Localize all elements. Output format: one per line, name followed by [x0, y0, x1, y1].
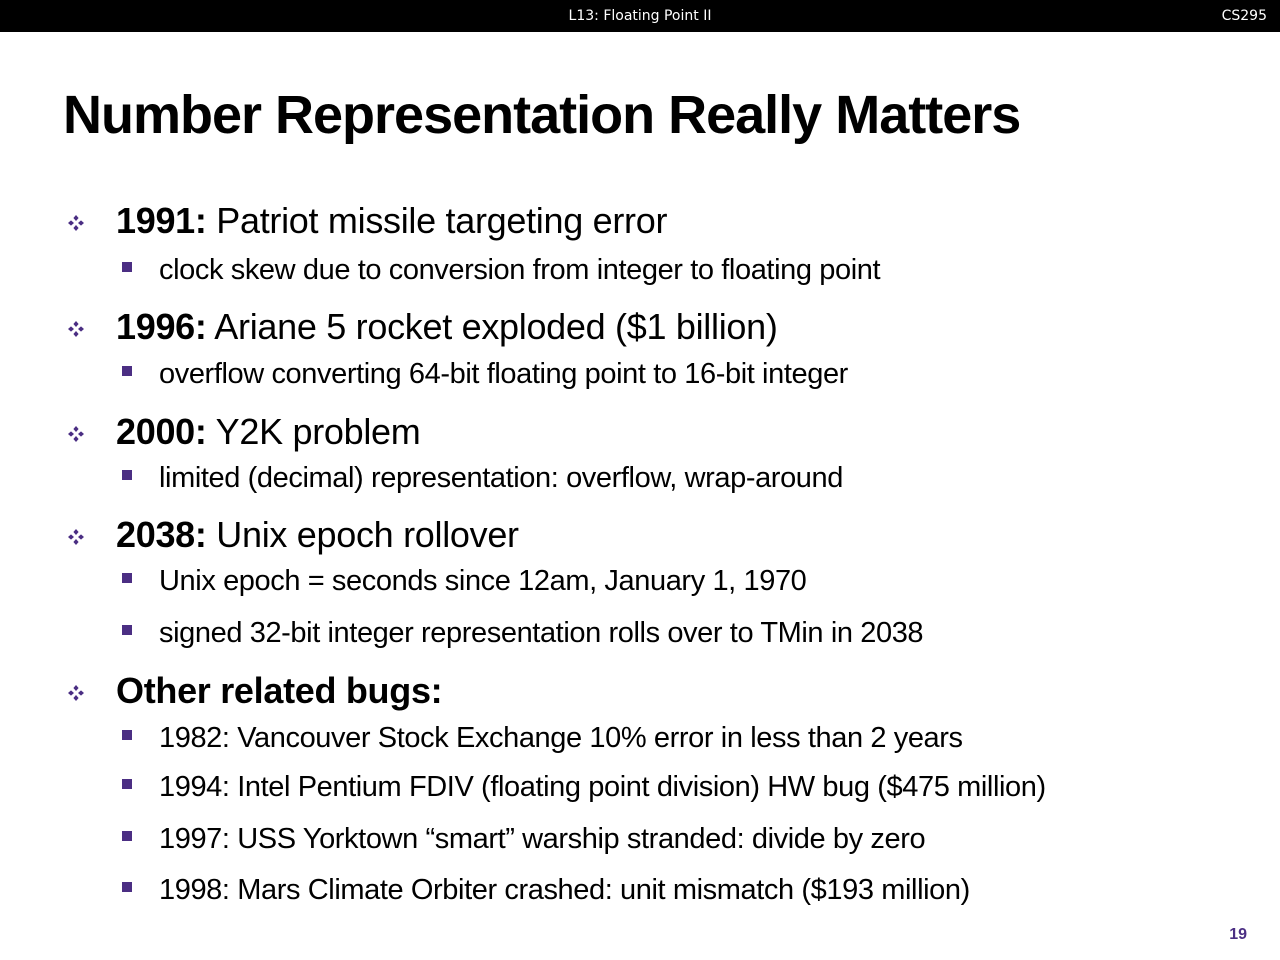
bullet-description: Ariane 5 rocket exploded ($1 billion): [206, 306, 778, 347]
square-bullet-icon: [122, 625, 132, 635]
slide-header-bar: L13: Floating Point II CS295: [0, 0, 1280, 32]
bullet-text: 2000: Y2K problem: [116, 411, 421, 453]
bullet-description: Patriot missile targeting error: [206, 200, 668, 241]
diamond-bullet-icon: [68, 685, 84, 701]
square-bullet-icon: [122, 831, 132, 841]
square-bullet-icon: [122, 882, 132, 892]
bullet-text: 1996: Ariane 5 rocket exploded ($1 billi…: [116, 306, 778, 348]
bullet-text: 1991: Patriot missile targeting error: [116, 200, 667, 242]
bullet-text: Other related bugs:: [116, 670, 443, 712]
sub-bullet-text: 1997: USS Yorktown “smart” warship stran…: [159, 823, 926, 855]
sub-bullet-text: 1998: Mars Climate Orbiter crashed: unit…: [159, 874, 970, 906]
lecture-title: L13: Floating Point II: [568, 8, 712, 24]
slide-title: Number Representation Really Matters: [63, 85, 1021, 145]
square-bullet-icon: [122, 470, 132, 480]
sub-bullet-text: clock skew due to conversion from intege…: [159, 254, 881, 286]
sub-bullet-text: signed 32-bit integer representation rol…: [159, 617, 924, 649]
square-bullet-icon: [122, 779, 132, 789]
bullet-text: 2038: Unix epoch rollover: [116, 514, 519, 556]
bullet-year: 2000:: [116, 411, 207, 452]
page-number: 19: [1229, 926, 1247, 943]
diamond-bullet-icon: [68, 426, 84, 442]
sub-bullet-text: 1982: Vancouver Stock Exchange 10% error…: [159, 722, 963, 754]
bullet-description: Y2K problem: [206, 411, 421, 452]
bullet-year: 2038:: [116, 514, 207, 555]
sub-bullet-text: overflow converting 64-bit floating poin…: [159, 358, 848, 390]
bullet-year: 1991:: [116, 200, 207, 241]
diamond-bullet-icon: [68, 321, 84, 337]
square-bullet-icon: [122, 366, 132, 376]
diamond-bullet-icon: [68, 215, 84, 231]
square-bullet-icon: [122, 573, 132, 583]
diamond-bullet-icon: [68, 529, 84, 545]
sub-bullet-text: 1994: Intel Pentium FDIV (floating point…: [159, 771, 1046, 803]
bullet-year: 1996:: [116, 306, 207, 347]
sub-bullet-text: limited (decimal) representation: overfl…: [159, 462, 843, 494]
square-bullet-icon: [122, 730, 132, 740]
bullet-description: Unix epoch rollover: [206, 514, 519, 555]
bullet-year: Other related bugs:: [116, 670, 443, 711]
course-code: CS295: [1221, 8, 1267, 24]
square-bullet-icon: [122, 262, 132, 272]
sub-bullet-text: Unix epoch = seconds since 12am, January…: [159, 565, 807, 597]
